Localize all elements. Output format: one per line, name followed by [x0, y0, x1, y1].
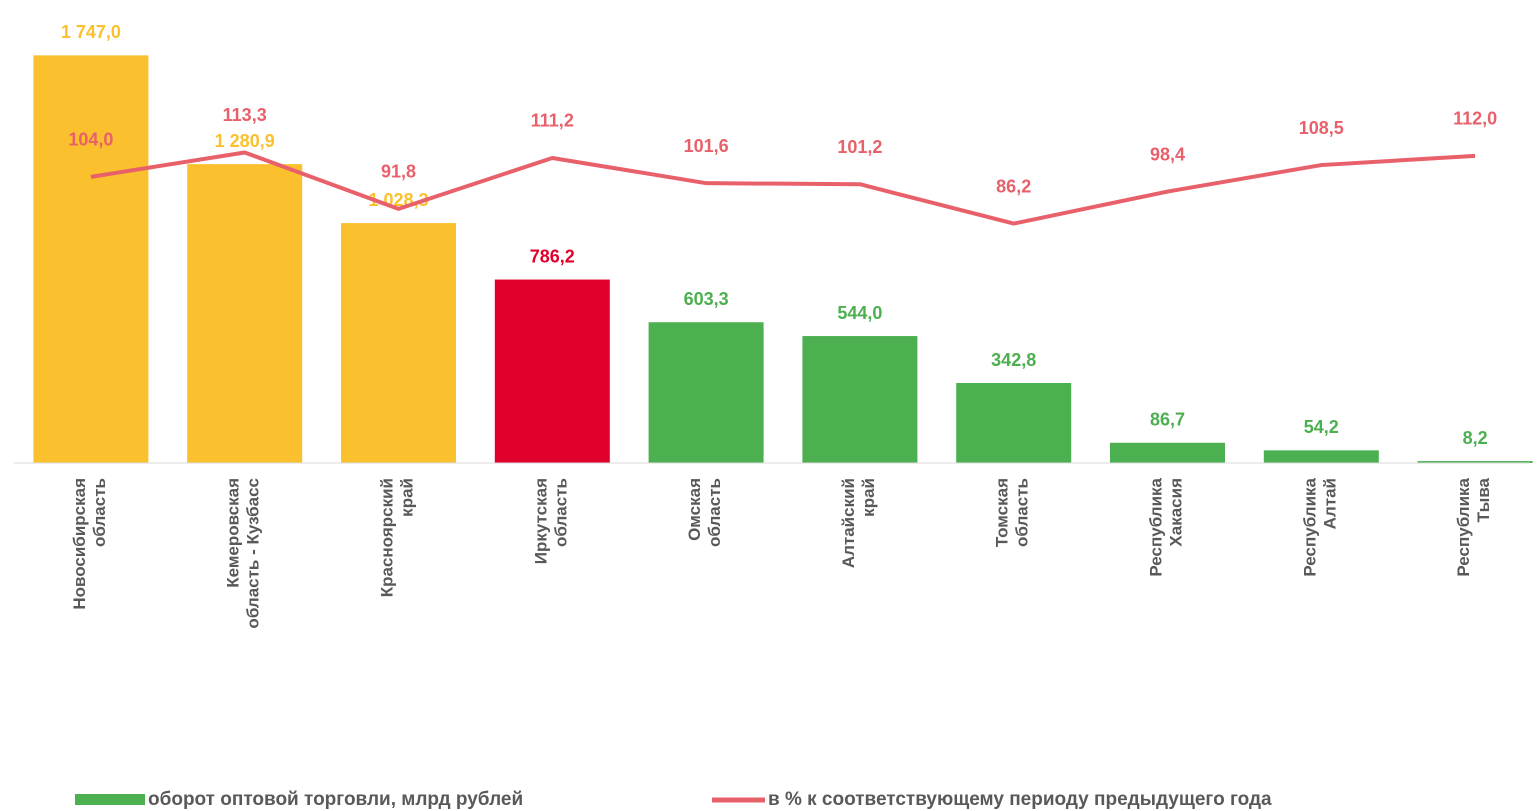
x-tick-label: РеспубликаАлтай [1301, 477, 1340, 576]
data-label: 54,2 [1304, 417, 1339, 437]
line [90, 150, 1476, 226]
data-label: 544,0 [837, 303, 882, 323]
x-tick-label: Алтайскийкрай [839, 478, 878, 568]
x-tick-label: Омскаяобласть [686, 478, 725, 547]
bar [33, 55, 149, 463]
legend-swatch [75, 794, 145, 805]
bar [1263, 450, 1379, 463]
bar [341, 223, 456, 463]
x-tick-label: Новосибирскаяобласть [70, 478, 109, 610]
data-label: 113,3 [223, 105, 267, 125]
data-label: 98,4 [1150, 144, 1185, 164]
x-tick-label: РеспубликаТыва [1455, 477, 1494, 576]
data-label: 86,7 [1150, 410, 1185, 430]
data-label: 101,2 [837, 137, 882, 157]
bar [956, 383, 1072, 463]
data-label: 86,2 [996, 176, 1031, 196]
data-label: 111,2 [531, 111, 574, 131]
data-label: 8,2 [1463, 428, 1488, 448]
bar [187, 164, 303, 463]
legend-label: оборот оптовой торговли, млрд рублей [148, 789, 523, 810]
data-label: 91,8 [381, 162, 416, 182]
bar [1110, 442, 1225, 463]
bar [494, 279, 610, 463]
bar [1417, 461, 1533, 463]
data-label: 104,0 [68, 130, 113, 150]
data-label: 603,3 [684, 289, 729, 309]
x-tick-label: Красноярскийкрай [378, 478, 417, 597]
legend-label: в % к соответствующему периоду предыдуще… [768, 789, 1272, 810]
data-label: 1 280,9 [215, 131, 275, 151]
x-tick-label: РеспубликаХакасия [1147, 477, 1186, 576]
data-label: 101,6 [684, 136, 729, 156]
x-tick-label: Иркутскаяобласть [532, 478, 571, 564]
x-tick-label: Томскаяобласть [993, 478, 1032, 547]
data-label: 342,8 [991, 350, 1036, 370]
bar [648, 322, 764, 463]
x-tick-label: Кемеровскаяобласть - Кузбасс [224, 478, 263, 629]
data-label: 112,0 [1453, 109, 1497, 129]
data-label: 108,5 [1299, 118, 1344, 138]
data-label: 1 747,0 [61, 22, 121, 42]
bar [802, 336, 918, 463]
data-label: 786,2 [530, 246, 575, 266]
